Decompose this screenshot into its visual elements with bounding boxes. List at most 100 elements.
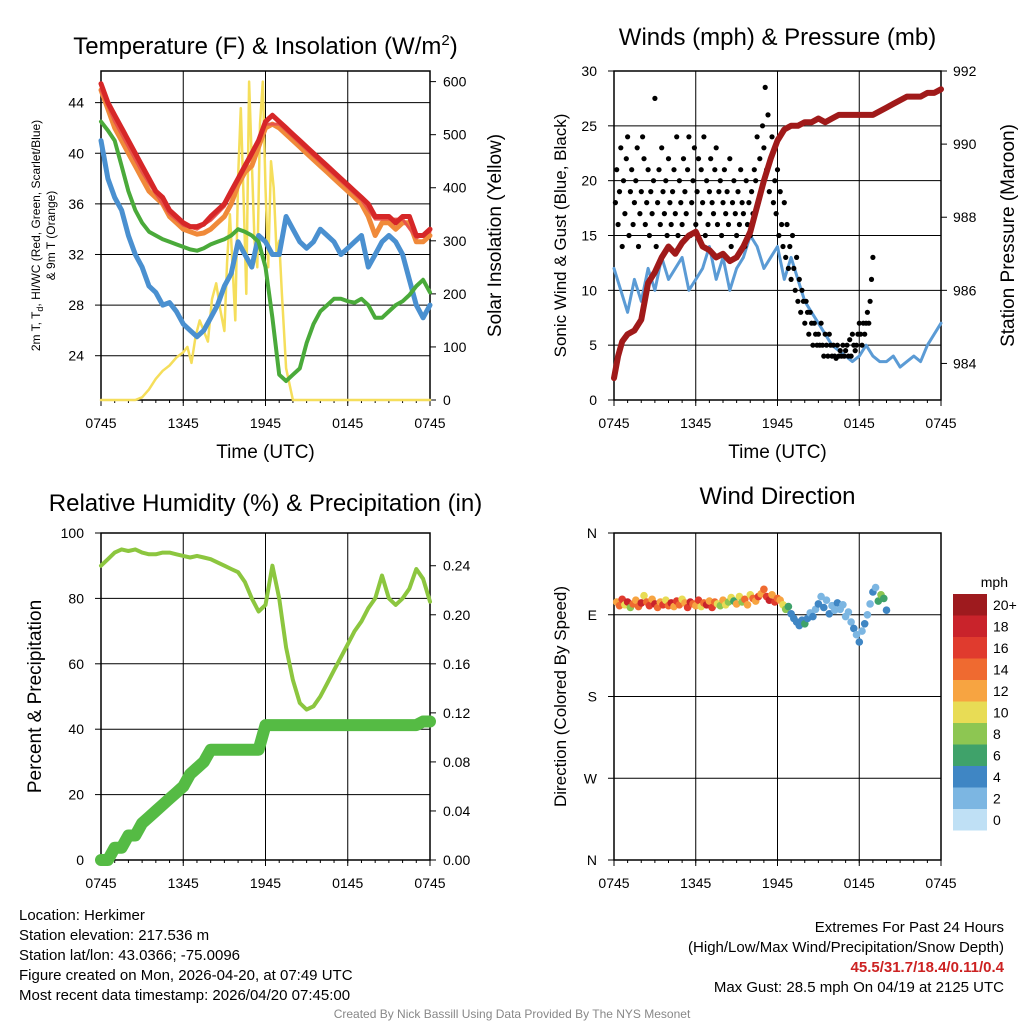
dir-point <box>863 611 872 619</box>
dir-xtick-label: 1345 <box>680 875 711 891</box>
wind-frame <box>613 70 942 401</box>
temp-xtick-label: 1945 <box>250 415 281 431</box>
wind-gust-point <box>652 95 658 101</box>
wind-gust-point <box>700 200 706 206</box>
wind-gust-point <box>798 309 804 315</box>
dir-point <box>839 601 847 609</box>
rh-xtick-label: 0145 <box>332 875 363 891</box>
wind-gust-point <box>678 200 684 206</box>
dir-point <box>882 606 891 614</box>
wind-gust-point <box>620 178 627 184</box>
temp-ytick-label: 44 <box>68 95 84 111</box>
wind-gust-point <box>640 134 646 140</box>
wind-gust-point <box>698 167 704 173</box>
dir-xtick-label: 0145 <box>844 875 875 891</box>
wind-gust-point <box>729 200 736 206</box>
wind-gust-point <box>734 232 740 239</box>
wind-gust-point <box>716 189 722 195</box>
wind-gust-point <box>759 123 766 129</box>
wind-gust-point <box>642 221 648 228</box>
wind-gust-point <box>843 348 849 354</box>
rh-ytick-label: 60 <box>68 656 84 672</box>
wind-gust-point <box>796 276 802 282</box>
wind-gust-point <box>650 178 657 184</box>
wind-gust-point <box>766 189 772 195</box>
station-location: Location: Herkimer <box>19 907 145 924</box>
wind-gust-point <box>807 309 813 315</box>
dir-point <box>809 612 817 621</box>
wind-ytick-label: 25 <box>581 118 597 134</box>
wind-gust-point <box>780 243 786 250</box>
wind-gust-point <box>694 189 700 195</box>
extremes-values: 45.5/31.7/18.4/0.11/0.4 <box>850 959 1004 976</box>
dir-legend-label: 2 <box>993 791 1001 807</box>
wind-ytick-label: 30 <box>581 63 597 79</box>
wind-gust-point <box>616 189 623 195</box>
wind-y2tick-label: 990 <box>953 136 977 152</box>
wind-xtick-label: 0745 <box>598 415 629 431</box>
temp-xtick-label: 0745 <box>414 415 445 431</box>
wind-gust-point <box>751 167 757 173</box>
wind-gust-point <box>710 211 717 217</box>
wind-gust-point <box>776 232 782 239</box>
dir-title: Wind Direction <box>699 483 855 510</box>
wind-gust-point <box>680 156 687 162</box>
wind-gust-point <box>834 342 841 348</box>
wind-gust-point <box>631 200 638 206</box>
wind-gust-point <box>693 221 699 228</box>
dir-legend-label: 18 <box>993 619 1009 635</box>
wind-gust-point <box>859 342 865 348</box>
wind-gust-point <box>773 211 779 217</box>
wind-gust-point <box>653 243 659 250</box>
temp-ytick-label: 40 <box>68 145 84 161</box>
wind-gust-point <box>746 200 752 206</box>
wind-gust-point <box>641 156 647 162</box>
figure-created: Figure created on Mon, 2026-04-20, at 07… <box>19 967 353 984</box>
wind-gust-point <box>738 167 744 173</box>
dir-point <box>866 600 874 608</box>
temp-series-wind-chill <box>98 138 433 340</box>
temp-title-close: ) <box>450 33 458 60</box>
dir-xtick-label: 0745 <box>925 875 956 891</box>
wind-gust-point <box>806 331 812 337</box>
wind-series-pressure <box>611 86 944 382</box>
wind-gust-point <box>792 287 798 293</box>
credit-line: Created By Nick Bassill Using Data Provi… <box>333 1007 691 1021</box>
dir-legend-swatch <box>953 637 987 659</box>
extremes-info: Extremes For Past 24 Hours (High/Low/Max… <box>688 918 1004 998</box>
rh-ytick-label: 100 <box>61 525 85 541</box>
dir-point <box>768 591 776 599</box>
dir-legend-swatch <box>953 680 987 702</box>
wind-gust-point <box>840 342 846 348</box>
station-latlon: Station lat/lon: 43.0366; -75.0096 <box>19 947 241 964</box>
wind-gust-point <box>789 232 796 239</box>
temp-y2tick-label: 200 <box>443 286 467 302</box>
temp-y2tick-label: 500 <box>443 127 467 143</box>
wind-gust-point <box>784 221 790 228</box>
wind-gust-point <box>825 353 831 359</box>
wind-gust-point <box>864 309 871 315</box>
wind-gust-point <box>706 189 713 195</box>
wind-gust-point <box>683 211 689 217</box>
wind-series-sonic-wind <box>612 234 943 369</box>
wind-gust-point <box>810 342 816 348</box>
wind-ytick-label: 5 <box>589 337 597 353</box>
wind-gust-point <box>638 189 644 195</box>
wind-gust-point <box>635 243 642 250</box>
dir-ytick-label: E <box>588 607 597 623</box>
wind-gust-point <box>682 189 688 195</box>
wind-gust-point <box>664 232 670 239</box>
rh-y2tick-label: 0.12 <box>443 705 470 721</box>
wind-y2tick-label: 992 <box>953 63 977 79</box>
wind-gust-point <box>868 276 875 282</box>
temp-title: Temperature (F) & Insolation (W/m2) <box>73 32 457 60</box>
temp-ytick-label: 28 <box>68 297 84 313</box>
wind-gust-point <box>695 156 702 162</box>
wind-gust-point <box>712 167 718 173</box>
dir-legend-swatch <box>953 615 987 637</box>
wind-gust-point <box>719 232 725 239</box>
wind-gust-point <box>685 167 691 173</box>
wind-gust-point <box>848 353 854 359</box>
wind-gust-point <box>819 342 826 348</box>
wind-gust-point <box>743 178 749 184</box>
